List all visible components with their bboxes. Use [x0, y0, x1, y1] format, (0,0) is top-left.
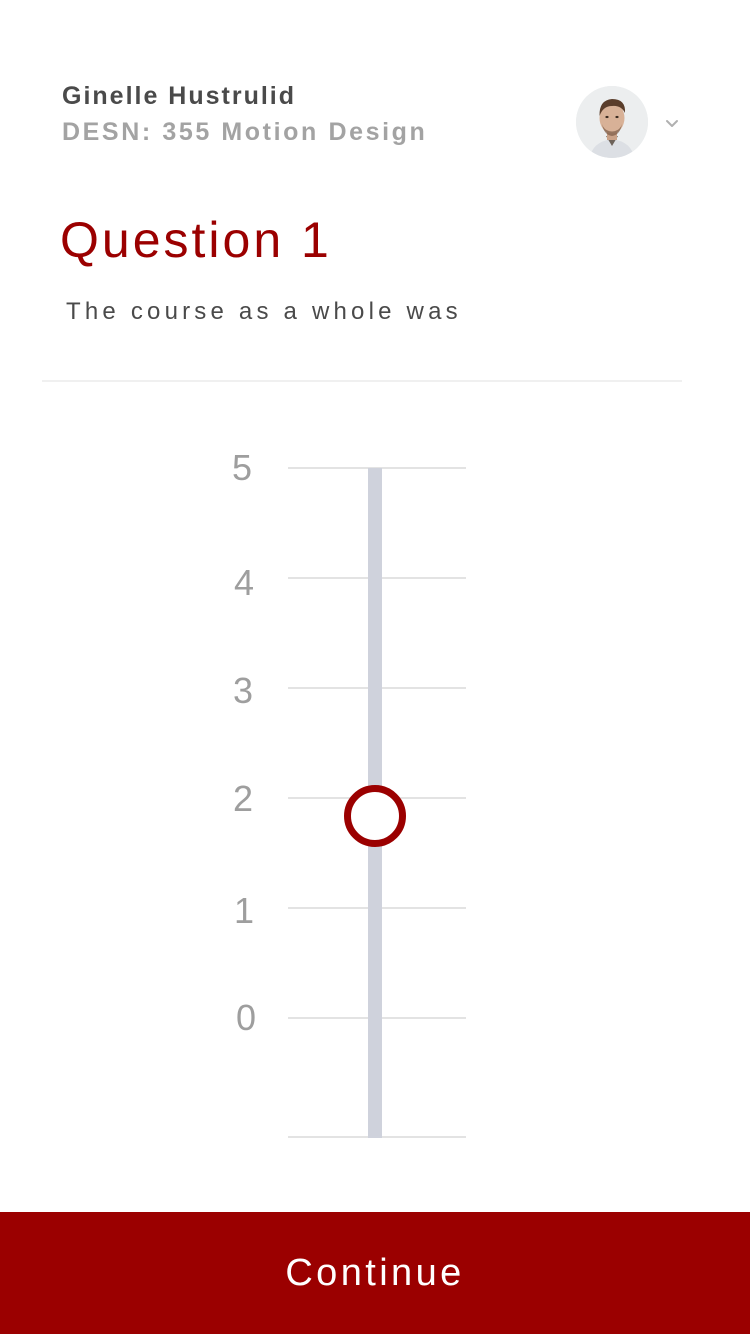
- question-text: The course as a whole was: [66, 298, 462, 325]
- scale-label-5: 5: [231, 447, 253, 488]
- scale-label-0: 0: [235, 997, 257, 1038]
- scale-label-2: 2: [232, 778, 254, 819]
- user-header: Ginelle Hustrulid DESN: 355 Motion Desig…: [62, 80, 427, 148]
- avatar[interactable]: [576, 86, 648, 158]
- course-name: DESN: 355 Motion Design: [62, 118, 428, 146]
- scale-label-3: 3: [232, 670, 254, 711]
- divider: [42, 380, 682, 382]
- chevron-down-icon[interactable]: [662, 114, 682, 134]
- user-avatar-icon: [576, 86, 648, 158]
- scale-label-1: 1: [233, 890, 255, 931]
- user-name: Ginelle Hustrulid: [62, 82, 297, 110]
- continue-button[interactable]: Continue: [0, 1212, 750, 1334]
- scale-label-4: 4: [233, 562, 255, 603]
- question-title: Question 1: [60, 212, 332, 268]
- slider-thumb[interactable]: [344, 785, 406, 847]
